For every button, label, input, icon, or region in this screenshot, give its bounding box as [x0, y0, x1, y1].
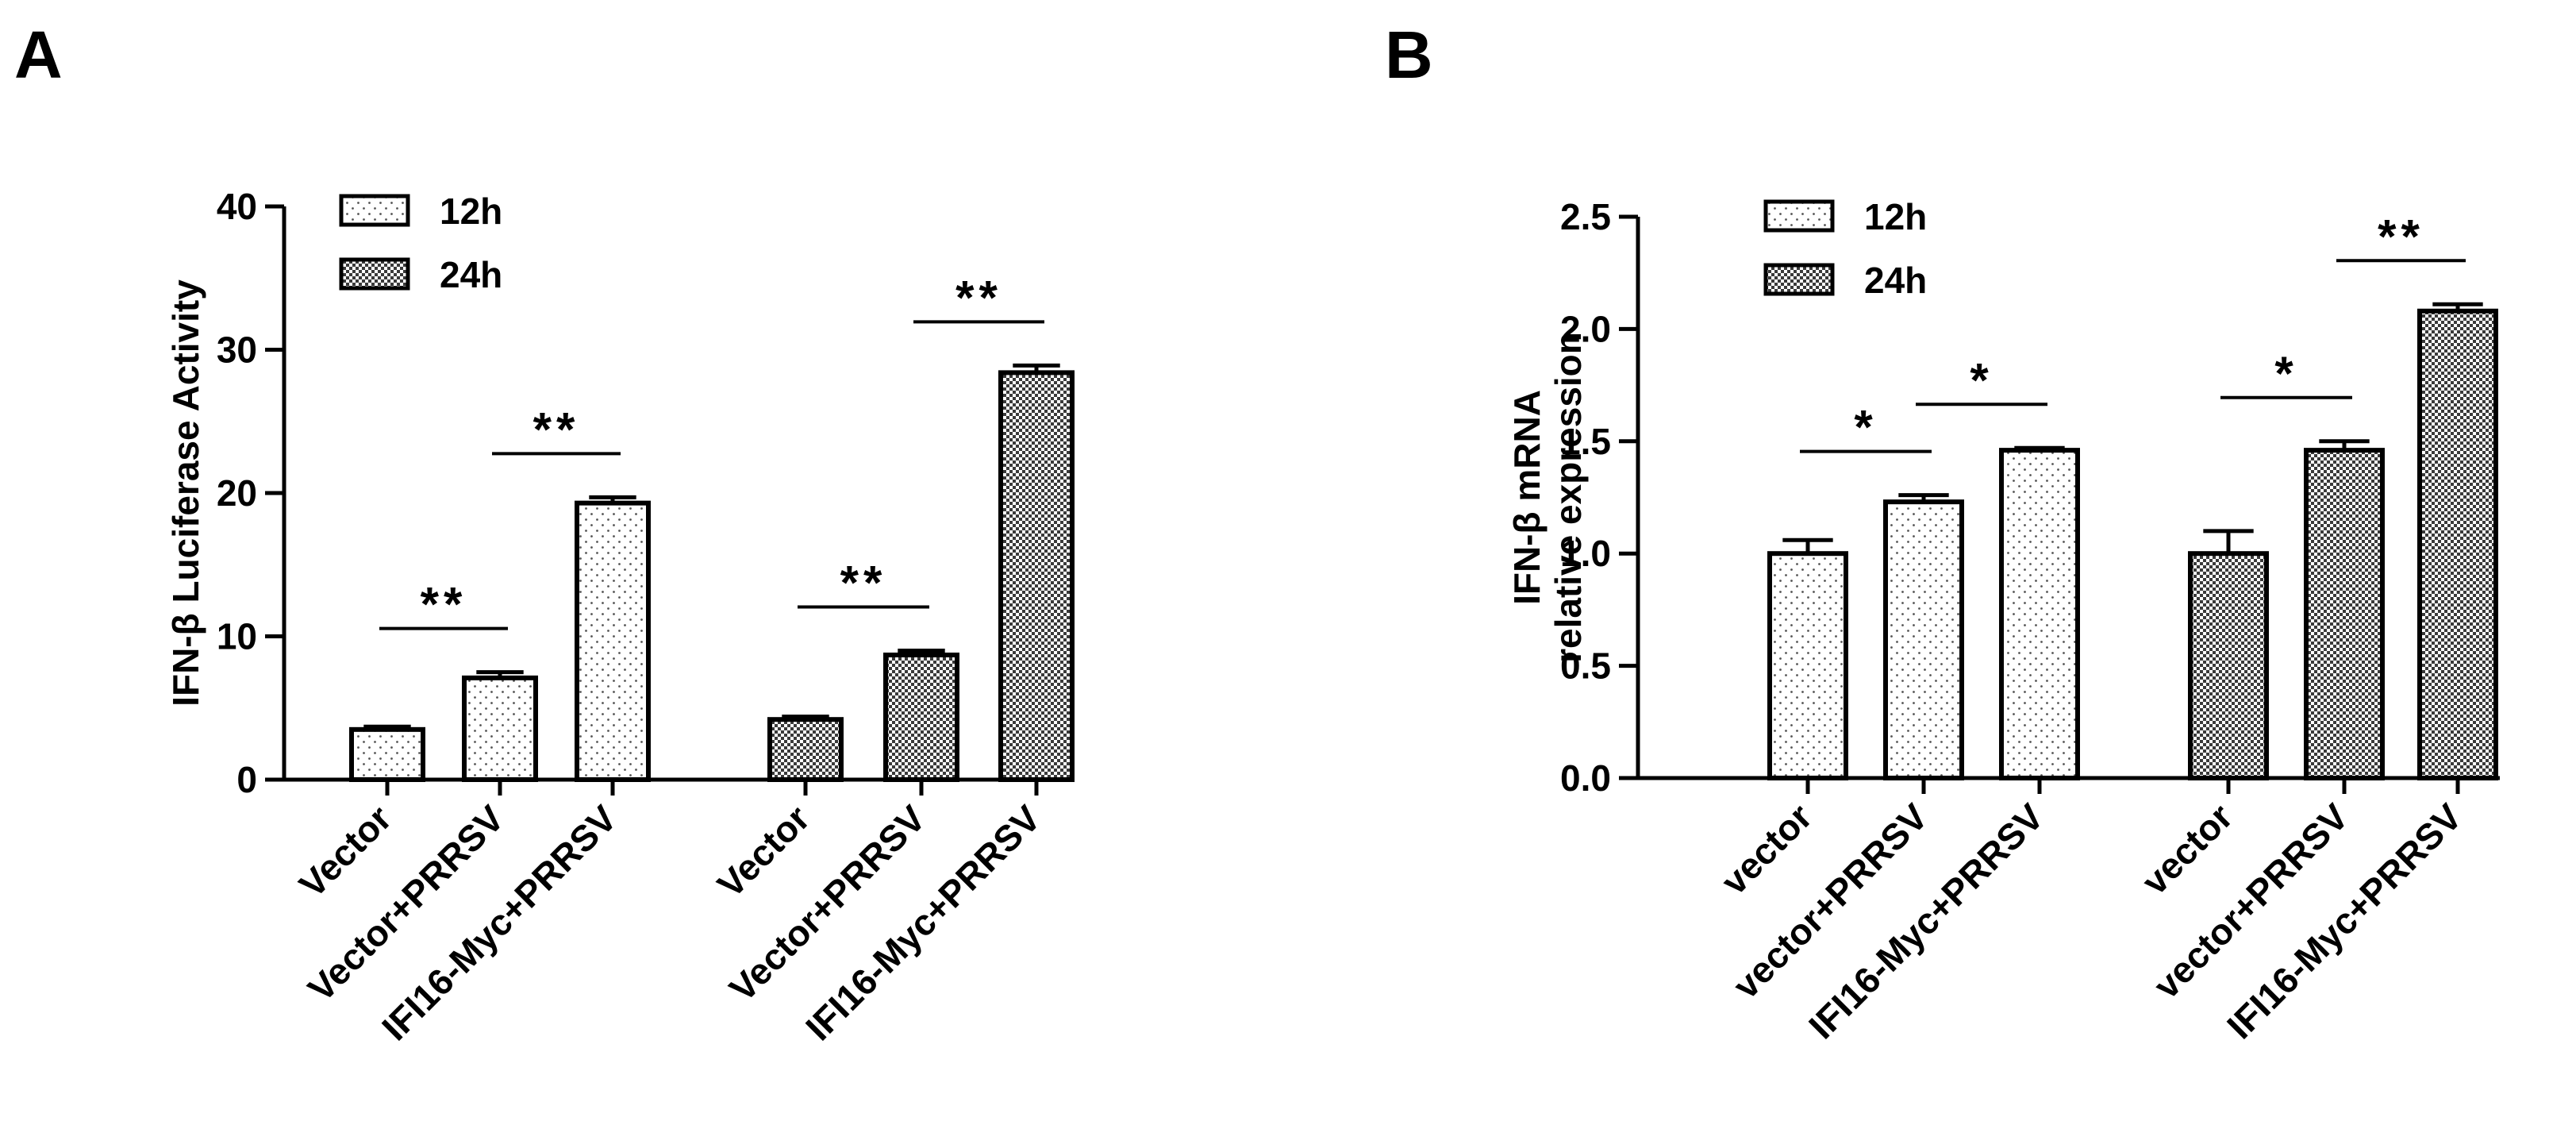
- significance-b: ** ***: [1800, 210, 2466, 454]
- bar-24h-2: [998, 370, 1075, 782]
- y-axis-title-line: IFN-β Luciferase Activity: [165, 279, 206, 707]
- bar-24h-1: [2304, 448, 2385, 780]
- y-axis-title-a: IFN-β Luciferase Activity: [165, 279, 206, 707]
- y-axis-title-line: relative expression: [1548, 332, 1589, 663]
- legend-label-12h: 12h: [1864, 196, 1927, 237]
- significance-label: **: [840, 557, 887, 610]
- y-tick-label: 1.5: [1560, 421, 1611, 462]
- category-label: vector+PRRSV: [1725, 796, 1936, 1007]
- significance-label: *: [1854, 401, 1877, 454]
- y-tick-label: 10: [217, 616, 257, 657]
- y-tick-label: 0.5: [1560, 645, 1611, 687]
- y-tick-label: 20: [217, 472, 257, 514]
- bar-12h-1: [1883, 499, 1964, 780]
- bars-b: [1767, 302, 2498, 780]
- y-tick-label: 2.5: [1560, 196, 1611, 237]
- bar-24h-0: [2188, 551, 2269, 780]
- legend-b: 12h 24h: [1763, 196, 1927, 301]
- panel-a: A IFN-β Luciferase Activity 12h 24h 0 10 20…: [14, 17, 1075, 1048]
- legend-a: 12h 24h: [339, 191, 502, 295]
- panel-b: B IFN-β mRNA relative expression 12h 24h 0…: [1385, 17, 2500, 1046]
- legend-swatch-12h: [1763, 199, 1835, 233]
- significance-label: **: [533, 403, 580, 456]
- category-label: Vector+PRRSV: [721, 797, 933, 1009]
- category-label: vector+PRRSV: [2146, 796, 2357, 1007]
- significance-a: ** ** ** **: [379, 271, 1044, 631]
- legend-label-24h: 24h: [440, 254, 502, 295]
- y-tick-label: 0: [236, 759, 257, 800]
- panel-label-b: B: [1385, 17, 1433, 92]
- y-tick-label: 0.0: [1560, 757, 1611, 799]
- legend-swatch-12h: [339, 194, 410, 227]
- bar-12h-1: [462, 675, 538, 782]
- legend-label-24h: 24h: [1864, 260, 1927, 301]
- significance-label: *: [1970, 353, 1993, 406]
- significance-label: **: [2378, 210, 2424, 263]
- bar-12h-0: [1767, 551, 1848, 780]
- bar-24h-1: [883, 652, 959, 783]
- significance-label: **: [955, 271, 1002, 324]
- category-label: vector: [2134, 796, 2240, 902]
- category-label: Vector+PRRSV: [300, 797, 512, 1009]
- bar-12h-2: [575, 500, 651, 782]
- y-tick-label: 1.0: [1560, 533, 1611, 574]
- bars-a: [349, 363, 1075, 783]
- y-tick-label: 30: [217, 329, 257, 371]
- y-axis-title-line: IFN-β mRNA: [1506, 390, 1548, 605]
- y-axis-title-b: IFN-β mRNA relative expression: [1506, 332, 1589, 663]
- legend-swatch-24h: [339, 257, 410, 291]
- bar-12h-2: [1999, 448, 2080, 780]
- significance-label: *: [2274, 347, 2297, 400]
- bar-12h-0: [349, 726, 425, 783]
- category-label: Vector: [291, 797, 399, 905]
- significance-label: **: [421, 578, 467, 631]
- category-label: vector: [1713, 796, 1820, 902]
- legend-swatch-24h: [1763, 263, 1835, 296]
- y-tick-label: 40: [217, 186, 257, 227]
- panel-label-a: A: [14, 17, 63, 92]
- category-label: Vector: [709, 797, 817, 905]
- legend-label-12h: 12h: [440, 191, 502, 232]
- bar-24h-0: [767, 717, 844, 782]
- y-tick-label: 2.0: [1560, 308, 1611, 349]
- bar-24h-2: [2417, 308, 2498, 780]
